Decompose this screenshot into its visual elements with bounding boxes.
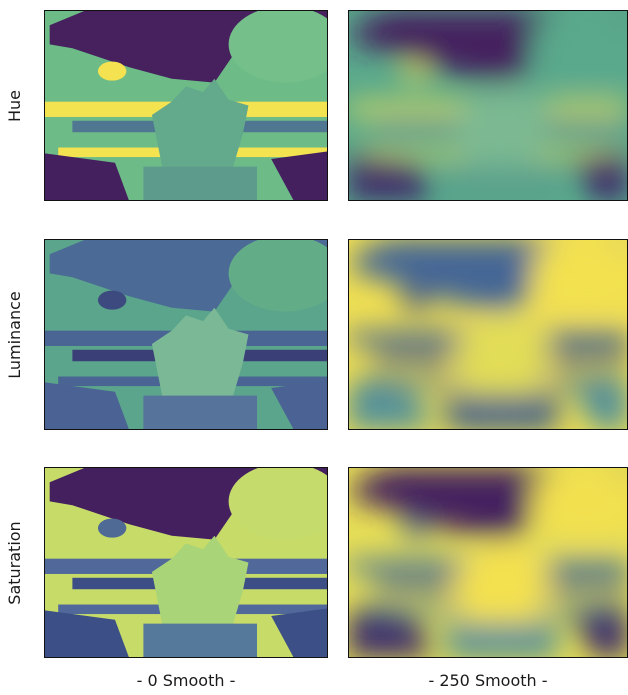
- image-panel: [24, 0, 348, 221]
- region: [229, 235, 343, 311]
- region: [401, 62, 429, 81]
- row-label: Hue: [5, 90, 24, 122]
- region: [446, 624, 558, 658]
- region: [229, 6, 343, 82]
- region: [98, 291, 126, 310]
- panel-content: [348, 6, 628, 201]
- image-panel: [24, 447, 348, 678]
- row-label: Luminance: [5, 291, 24, 379]
- panel-content: [44, 463, 342, 658]
- column-label: - 250 Smooth -: [428, 671, 547, 690]
- panel-content: [348, 463, 628, 658]
- region: [143, 167, 257, 201]
- image-panel: [328, 447, 628, 678]
- region: [401, 291, 429, 310]
- region: [446, 167, 558, 201]
- image-panel: [24, 219, 348, 450]
- panel-content: [44, 6, 342, 201]
- panel-grid: [24, 0, 628, 678]
- panel-content: [44, 235, 342, 430]
- image-panel: [328, 0, 628, 221]
- region: [143, 396, 257, 430]
- image-panel: [328, 219, 628, 450]
- region: [98, 62, 126, 81]
- region: [229, 463, 343, 539]
- figure: Hue Luminance Saturation - 0 Smooth - - …: [0, 0, 628, 691]
- column-label: - 0 Smooth -: [137, 671, 236, 690]
- region: [446, 396, 558, 430]
- panel-content: [348, 235, 628, 430]
- region: [401, 519, 429, 538]
- row-label: Saturation: [5, 521, 24, 604]
- region: [98, 519, 126, 538]
- region: [143, 624, 257, 658]
